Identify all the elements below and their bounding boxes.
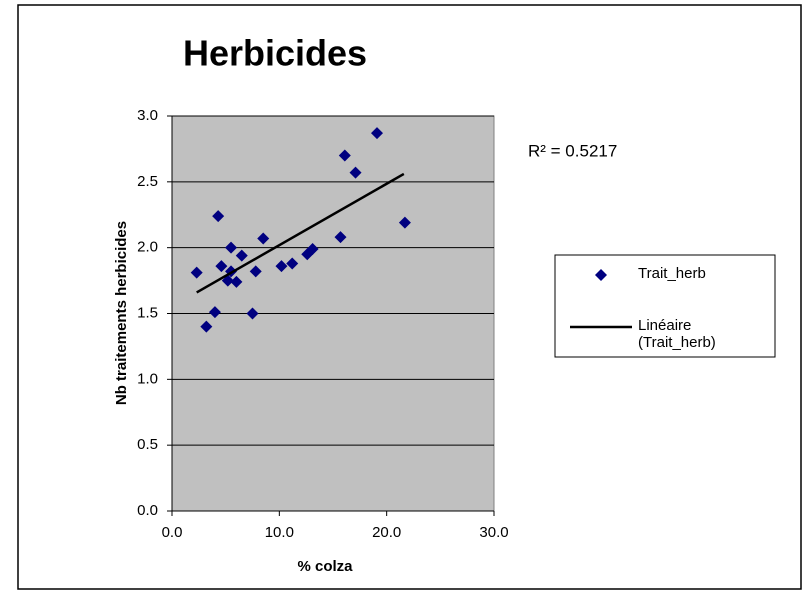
legend-marker [595, 269, 607, 281]
y-tick-label: 0.0 [137, 502, 158, 519]
point [306, 242, 319, 255]
point [208, 306, 221, 319]
point [200, 320, 213, 333]
x-tick-label: 20.0 [372, 524, 401, 541]
x-tick-label: 30.0 [479, 524, 508, 541]
legend-label: Trait_herb [638, 265, 706, 282]
y-tick-label: 2.0 [137, 239, 158, 256]
point [338, 149, 351, 162]
legend-entry: Linéaire (Trait_herb) [638, 317, 716, 351]
y-tick-label: 0.5 [137, 436, 158, 453]
annotation: R² = 0.5217 [528, 141, 617, 160]
legend [554, 254, 776, 358]
point [257, 232, 270, 245]
point [334, 231, 347, 244]
point [230, 275, 243, 288]
x-tick-label: 0.0 [162, 524, 183, 541]
point [371, 127, 384, 140]
point [215, 260, 228, 273]
x-tick-label: 10.0 [265, 524, 294, 541]
y-axis-label: Nb traitements herbicides [113, 221, 130, 405]
y-tick-label: 1.0 [137, 370, 158, 387]
chart-title: Herbicides [183, 33, 367, 74]
point [246, 307, 259, 320]
x-axis-label: % colza [297, 558, 353, 575]
point [225, 241, 238, 254]
y-tick-label: 2.5 [137, 173, 158, 190]
y-tick-label: 3.0 [137, 107, 158, 124]
point [212, 210, 225, 223]
legend-label: Linéaire (Trait_herb) [638, 317, 716, 351]
point [190, 266, 203, 279]
point [235, 249, 248, 262]
trend-line [196, 172, 405, 294]
point [286, 257, 299, 270]
point [349, 166, 362, 179]
legend-entry: Trait_herb [638, 265, 706, 282]
point [275, 260, 288, 273]
point [398, 216, 411, 229]
y-tick-label: 1.5 [137, 304, 158, 321]
point [249, 265, 262, 278]
